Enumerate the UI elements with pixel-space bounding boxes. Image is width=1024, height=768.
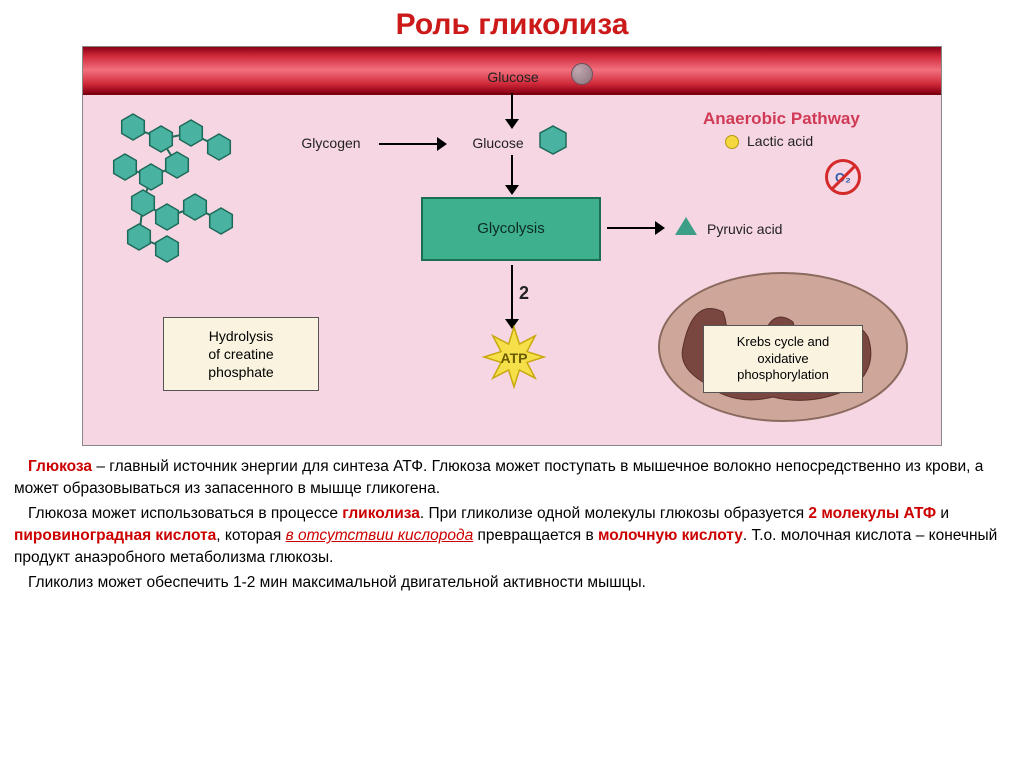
paragraph-1: Глюкоза – главный источник энергии для с… xyxy=(14,456,1010,499)
paragraph-3: Гликолиз может обеспечить 1-2 мин максим… xyxy=(14,572,1010,594)
glucose-hex-icon xyxy=(538,125,568,155)
hydrolysis-box: Hydrolysisof creatinephosphate xyxy=(163,317,319,391)
svg-text:ATP: ATP xyxy=(501,350,528,366)
lactic-term: молочную кислоту xyxy=(598,527,743,544)
glucose-term: Глюкоза xyxy=(28,458,92,475)
glucose-mid-label: Glucose xyxy=(463,135,533,151)
arrow-icon xyxy=(511,93,513,121)
glucose-top-label: Glucose xyxy=(473,69,553,85)
pyruvic-label: Pyruvic acid xyxy=(707,221,782,237)
pyruvic-term: пировиноградная кислота xyxy=(14,527,216,544)
p1-rest: – главный источник энергии для синтеза А… xyxy=(14,458,983,497)
krebs-box: Krebs cycle andoxidativephosphorylation xyxy=(703,325,863,393)
lactic-acid-icon xyxy=(725,135,739,149)
anaerobic-label: Anaerobic Pathway xyxy=(703,109,860,128)
glycolysis-term: гликолиза xyxy=(342,505,420,522)
hydrolysis-label: Hydrolysisof creatinephosphate xyxy=(208,327,273,382)
anaerobic-title: Anaerobic Pathway xyxy=(703,109,860,129)
atp-term: 2 молекулы АТФ xyxy=(808,505,936,522)
page-title: Роль гликолиза xyxy=(0,0,1024,46)
p2g: , которая xyxy=(216,527,285,544)
atp-star-icon: ATP xyxy=(479,325,549,389)
arrow-icon xyxy=(511,155,513,187)
arrow-head-icon xyxy=(655,221,665,235)
description-text: Глюкоза – главный источник энергии для с… xyxy=(0,446,1024,594)
p2c: . При гликолизе одной молекулы глюкозы о… xyxy=(420,505,809,522)
glycolysis-diagram: Glucose Glycogen Glucose Glycolysis 2 AT… xyxy=(82,46,942,446)
p2i: превращается в xyxy=(473,527,598,544)
no-oxygen-term: в отсутствии кислорода xyxy=(286,527,474,544)
no-oxygen-icon: O₂ xyxy=(825,159,861,195)
arrow-head-icon xyxy=(505,119,519,129)
p2a: Глюкоза может использоваться в процессе xyxy=(28,505,342,522)
paragraph-2: Глюкоза может использоваться в процессе … xyxy=(14,503,1010,568)
pyruvic-acid-icon xyxy=(675,217,697,235)
krebs-label: Krebs cycle andoxidativephosphorylation xyxy=(737,334,830,385)
p2e: и xyxy=(936,505,949,522)
title-text: Роль гликолиза xyxy=(396,8,629,41)
glycogen-label: Glycogen xyxy=(291,135,371,151)
o2-label: O₂ xyxy=(835,170,851,185)
lactic-label: Lactic acid xyxy=(747,133,813,149)
arrow-icon xyxy=(379,143,439,145)
glucose-molecule-icon xyxy=(571,63,593,85)
arrow-icon xyxy=(511,265,513,321)
atp-count-label: 2 xyxy=(519,283,529,304)
arrow-head-icon xyxy=(437,137,447,151)
arrow-icon xyxy=(607,227,657,229)
arrow-head-icon xyxy=(505,185,519,195)
glycolysis-label: Glycolysis xyxy=(477,219,545,239)
glycogen-structure-icon xyxy=(103,107,323,267)
p3-text: Гликолиз может обеспечить 1-2 мин максим… xyxy=(28,574,646,591)
glycolysis-box: Glycolysis xyxy=(421,197,601,261)
